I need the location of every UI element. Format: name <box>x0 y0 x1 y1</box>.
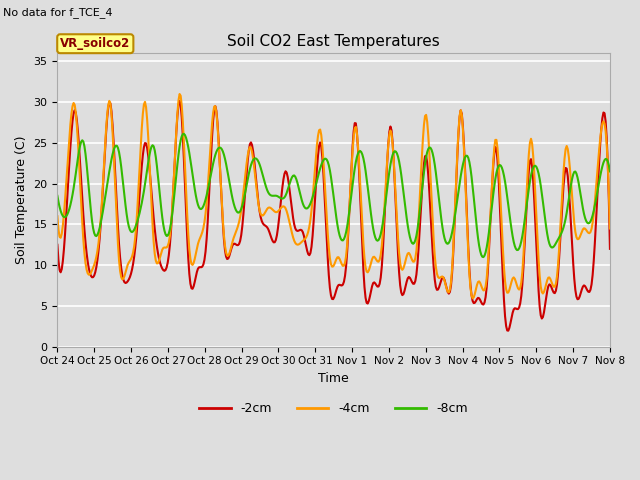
-2cm <box>65 179 72 184</box>
Text: VR_soilco2: VR_soilco2 <box>60 37 131 50</box>
Legend: -2cm, -4cm, -8cm: -2cm, -4cm, -8cm <box>195 397 473 420</box>
-2cm <box>606 246 614 252</box>
-2cm <box>54 242 61 248</box>
Line: -2cm: -2cm <box>58 101 610 331</box>
-4cm <box>548 282 556 288</box>
-4cm <box>468 295 476 301</box>
-8cm <box>239 203 246 209</box>
-4cm <box>606 226 614 231</box>
-2cm <box>548 288 556 293</box>
-2cm <box>132 234 140 240</box>
-2cm <box>504 328 512 334</box>
-8cm <box>54 193 61 199</box>
-2cm <box>239 223 246 229</box>
Text: No data for f_TCE_4: No data for f_TCE_4 <box>3 7 113 18</box>
-8cm <box>132 221 140 227</box>
-4cm <box>508 279 515 285</box>
Title: Soil CO2 East Temperatures: Soil CO2 East Temperatures <box>227 34 440 49</box>
Y-axis label: Soil Temperature (C): Soil Temperature (C) <box>15 136 28 264</box>
-4cm <box>176 91 184 97</box>
-8cm <box>548 245 556 251</box>
-2cm <box>508 315 515 321</box>
-2cm <box>176 98 184 104</box>
Line: -8cm: -8cm <box>58 134 610 257</box>
-4cm <box>132 221 140 227</box>
-8cm <box>479 254 487 260</box>
-8cm <box>180 131 188 137</box>
-8cm <box>508 227 515 232</box>
-4cm <box>239 200 246 205</box>
-4cm <box>65 150 72 156</box>
-4cm <box>54 213 61 219</box>
-8cm <box>606 168 614 174</box>
-8cm <box>298 197 306 203</box>
Line: -4cm: -4cm <box>58 94 610 298</box>
-2cm <box>298 228 306 233</box>
X-axis label: Time: Time <box>318 372 349 385</box>
-4cm <box>298 239 306 245</box>
-8cm <box>65 209 72 215</box>
